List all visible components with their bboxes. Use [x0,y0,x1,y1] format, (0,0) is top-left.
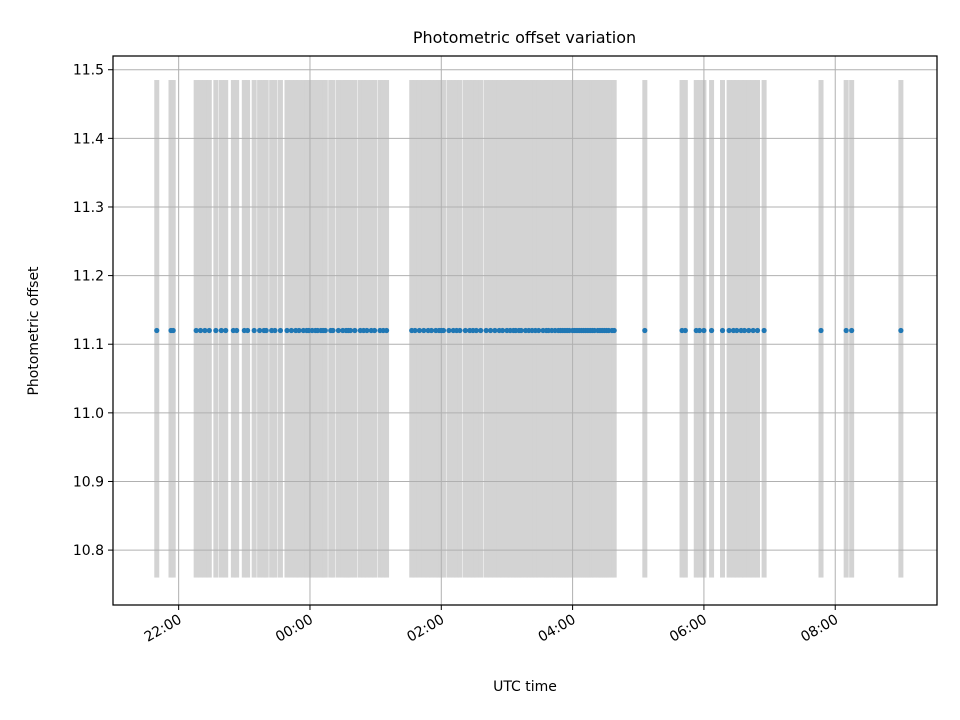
series-points [154,327,904,334]
data-point [288,327,294,334]
data-point [335,327,342,334]
y-tick-label: 11.3 [73,200,104,216]
data-point [741,327,748,334]
data-point [202,327,208,334]
data-point [364,327,370,334]
data-point [462,327,468,334]
y-axis-label: Photometric offset [26,266,42,396]
y-tick-label: 11.4 [73,131,104,147]
data-point [708,327,715,334]
data-point [849,327,855,334]
chart-title: Photometric offset variation [413,28,636,47]
data-point [478,327,484,334]
data-point [154,327,160,334]
data-point [206,327,212,334]
y-tick-label: 10.9 [73,474,104,490]
data-point [761,327,767,334]
data-point [421,327,427,334]
data-point [611,327,617,334]
data-point [518,327,524,334]
data-point [696,327,703,334]
data-point [492,327,498,334]
data-point [734,327,740,334]
data-point [347,327,354,334]
y-tick-label: 11.5 [73,63,104,79]
data-point [428,327,435,334]
data-point [726,327,732,334]
data-point [499,327,506,334]
data-point [257,327,263,334]
data-point [642,327,648,334]
data-point [272,327,278,334]
data-point [170,327,176,334]
data-point [277,327,284,334]
y-tick-label: 11.2 [73,269,104,285]
data-point [682,327,688,334]
data-point [245,327,251,334]
data-point [371,327,378,334]
data-point [818,327,824,334]
data-point [251,327,257,334]
y-tick-label: 11.0 [73,406,104,422]
data-point [296,327,302,334]
data-point [750,327,756,334]
data-point [330,327,336,334]
data-point [701,327,707,334]
y-axis-ticks: 10.8 10.9 11.0 11.1 11.2 11.3 11.4 11.5 [73,63,113,559]
data-point [719,327,726,334]
data-point [234,327,240,334]
data-point [843,327,849,334]
data-point [473,327,479,334]
grid-layer [113,56,937,605]
data-point [193,327,199,334]
y-tick-label: 10.8 [73,543,104,559]
data-point [754,327,761,334]
data-point [440,327,447,334]
data-point [746,327,752,334]
data-point [197,327,204,334]
data-point [322,327,328,334]
data-point [412,327,418,334]
data-point [457,327,463,334]
data-point [213,327,219,334]
data-point [536,327,542,334]
data-point [383,327,390,334]
data-point [284,327,290,334]
data-point [263,327,269,334]
data-point [223,327,229,334]
data-point [352,327,358,334]
data-point [898,327,904,334]
data-point [218,327,224,334]
data-point [446,327,452,334]
data-point [487,327,494,334]
data-point [483,327,489,334]
y-tick-label: 11.1 [73,337,104,353]
x-axis-label: UTC time [493,679,557,695]
plot-area-frame [112,55,938,606]
data-point [416,327,422,334]
